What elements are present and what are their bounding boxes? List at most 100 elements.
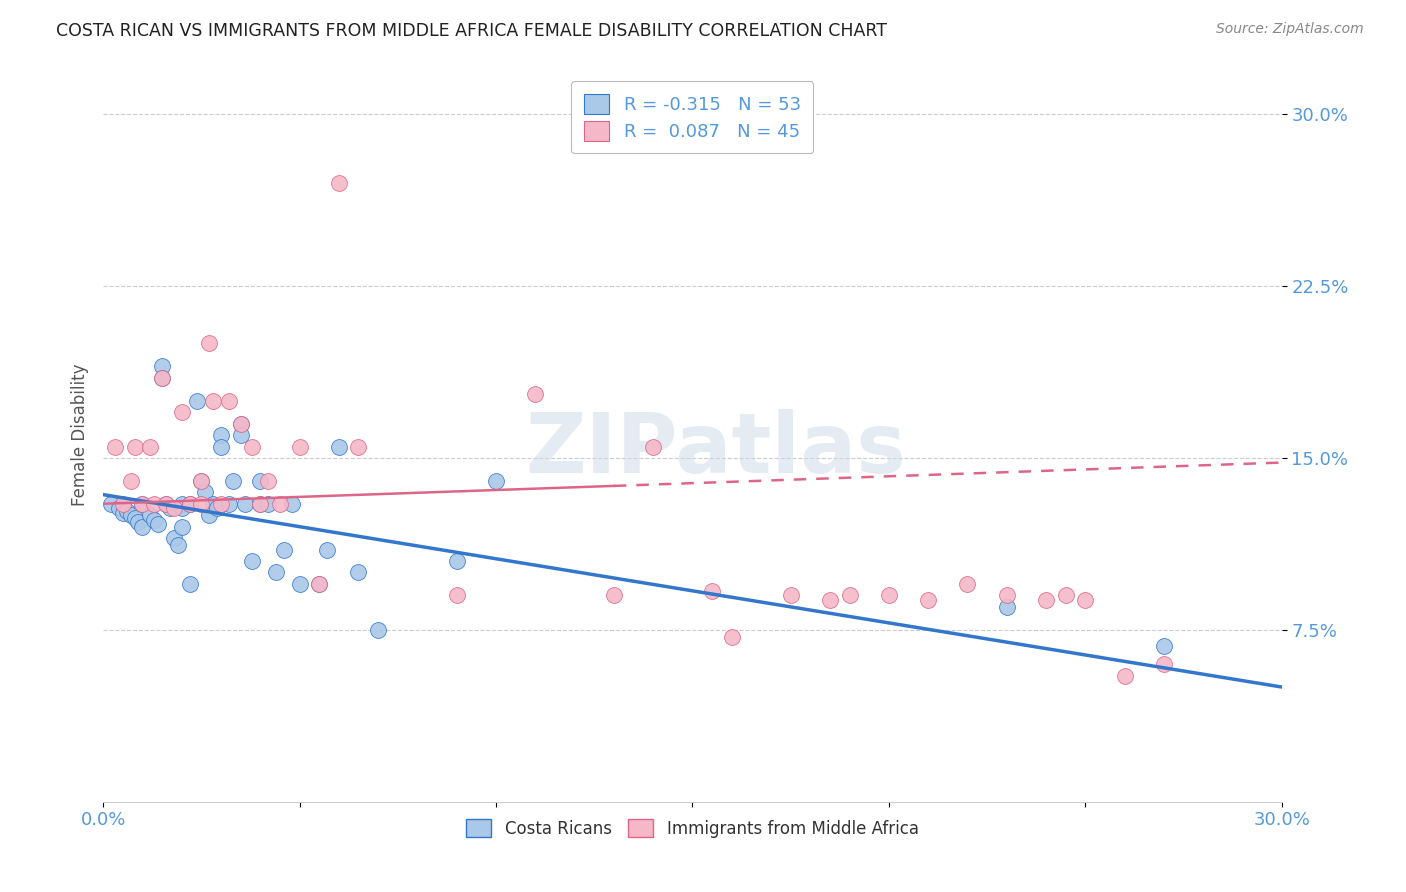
Point — [205, 501, 228, 516]
Point — [720, 630, 742, 644]
Point — [229, 417, 252, 431]
Point — [603, 588, 626, 602]
Point — [242, 440, 264, 454]
Point — [186, 393, 208, 408]
Point — [288, 577, 311, 591]
Point — [120, 508, 142, 523]
Point — [877, 588, 900, 602]
Point — [170, 501, 193, 516]
Point — [163, 501, 186, 516]
Point — [155, 497, 177, 511]
Point — [818, 593, 841, 607]
Point — [367, 623, 389, 637]
Point — [100, 497, 122, 511]
Point — [249, 497, 271, 511]
Point — [347, 566, 370, 580]
Point — [139, 508, 162, 523]
Point — [995, 599, 1018, 614]
Point — [190, 474, 212, 488]
Point — [190, 497, 212, 511]
Point — [1074, 593, 1097, 607]
Point — [917, 593, 939, 607]
Point — [222, 474, 245, 488]
Point — [524, 386, 547, 401]
Point — [170, 519, 193, 533]
Point — [111, 506, 134, 520]
Point — [1035, 593, 1057, 607]
Point — [308, 577, 330, 591]
Point — [1114, 668, 1136, 682]
Point — [194, 485, 217, 500]
Point — [257, 474, 280, 488]
Point — [163, 531, 186, 545]
Point — [198, 508, 221, 523]
Point — [120, 474, 142, 488]
Point — [209, 440, 232, 454]
Point — [249, 474, 271, 488]
Point — [347, 440, 370, 454]
Point — [150, 359, 173, 374]
Legend: Costa Ricans, Immigrants from Middle Africa: Costa Ricans, Immigrants from Middle Afr… — [460, 813, 925, 845]
Point — [209, 497, 232, 511]
Point — [131, 497, 153, 511]
Point — [146, 517, 169, 532]
Text: COSTA RICAN VS IMMIGRANTS FROM MIDDLE AFRICA FEMALE DISABILITY CORRELATION CHART: COSTA RICAN VS IMMIGRANTS FROM MIDDLE AF… — [56, 22, 887, 40]
Point — [643, 440, 665, 454]
Point — [218, 497, 240, 511]
Point — [328, 440, 350, 454]
Point — [131, 519, 153, 533]
Point — [269, 497, 291, 511]
Point — [995, 588, 1018, 602]
Point — [257, 497, 280, 511]
Point — [166, 538, 188, 552]
Text: Source: ZipAtlas.com: Source: ZipAtlas.com — [1216, 22, 1364, 37]
Point — [150, 371, 173, 385]
Point — [202, 393, 225, 408]
Point — [179, 497, 201, 511]
Point — [316, 542, 339, 557]
Point — [202, 497, 225, 511]
Point — [190, 474, 212, 488]
Point — [143, 513, 166, 527]
Point — [111, 497, 134, 511]
Point — [179, 497, 201, 511]
Point — [446, 554, 468, 568]
Point — [700, 583, 723, 598]
Point — [170, 497, 193, 511]
Point — [124, 510, 146, 524]
Point — [143, 497, 166, 511]
Point — [170, 405, 193, 419]
Point — [280, 497, 302, 511]
Point — [104, 440, 127, 454]
Point — [127, 515, 149, 529]
Point — [264, 566, 287, 580]
Text: ZIPatlas: ZIPatlas — [526, 409, 907, 491]
Y-axis label: Female Disability: Female Disability — [72, 364, 89, 507]
Point — [159, 501, 181, 516]
Point — [155, 497, 177, 511]
Point — [229, 428, 252, 442]
Point — [1153, 639, 1175, 653]
Point — [218, 393, 240, 408]
Point — [328, 176, 350, 190]
Point — [288, 440, 311, 454]
Point — [115, 503, 138, 517]
Point — [838, 588, 860, 602]
Point — [229, 417, 252, 431]
Point — [308, 577, 330, 591]
Point — [209, 428, 232, 442]
Point — [779, 588, 801, 602]
Point — [139, 440, 162, 454]
Point — [446, 588, 468, 602]
Point — [242, 554, 264, 568]
Point — [485, 474, 508, 488]
Point — [233, 497, 256, 511]
Point — [150, 371, 173, 385]
Point — [1054, 588, 1077, 602]
Point — [273, 542, 295, 557]
Point — [124, 440, 146, 454]
Point — [249, 497, 271, 511]
Point — [179, 577, 201, 591]
Point — [131, 497, 153, 511]
Point — [1153, 657, 1175, 672]
